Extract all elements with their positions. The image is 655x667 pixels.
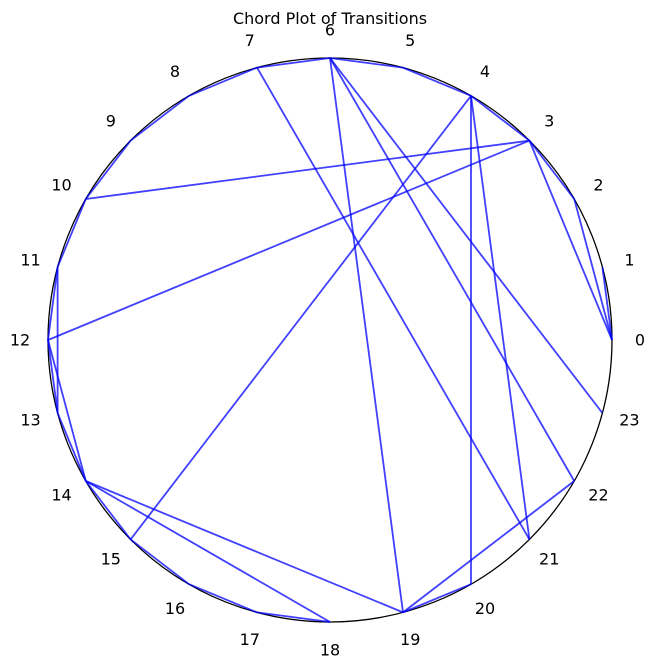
node-label-18: 18 xyxy=(320,641,340,660)
node-label-12: 12 xyxy=(10,331,30,350)
node-label-20: 20 xyxy=(475,599,495,618)
chord-7-8 xyxy=(188,66,258,97)
chord-7-21 xyxy=(256,67,531,540)
chord-0-1 xyxy=(601,266,613,341)
node-label-15: 15 xyxy=(101,550,121,569)
chord-13-14 xyxy=(56,412,87,482)
node-label-10: 10 xyxy=(51,176,71,195)
node-label-1: 1 xyxy=(624,250,634,269)
chord-3-4 xyxy=(470,95,530,142)
chord-19-20 xyxy=(402,583,472,614)
chord-4-21 xyxy=(470,95,531,540)
chord-14-18 xyxy=(85,480,331,623)
node-label-14: 14 xyxy=(51,486,71,505)
chord-16-17 xyxy=(188,583,258,614)
node-label-8: 8 xyxy=(170,62,180,81)
node-label-16: 16 xyxy=(165,599,185,618)
chord-0-3 xyxy=(528,140,613,341)
node-label-6: 6 xyxy=(325,21,335,40)
node-label-19: 19 xyxy=(400,630,420,649)
node-label-9: 9 xyxy=(106,111,116,130)
chord-14-15 xyxy=(85,480,132,540)
chord-15-16 xyxy=(130,538,190,585)
chord-12-14 xyxy=(47,339,87,482)
node-label-11: 11 xyxy=(20,250,40,269)
chord-2-3 xyxy=(528,140,575,200)
node-label-2: 2 xyxy=(593,176,603,195)
node-label-21: 21 xyxy=(539,550,559,569)
chord-12-13 xyxy=(47,339,59,414)
chord-8-9 xyxy=(130,95,190,142)
chord-6-23 xyxy=(329,57,604,414)
chart-title: Chord Plot of Transitions xyxy=(233,9,427,28)
chord-11-12 xyxy=(47,266,59,341)
chord-17-18 xyxy=(256,611,331,623)
chords-group xyxy=(47,57,613,623)
chord-6-22 xyxy=(329,57,575,482)
node-label-7: 7 xyxy=(245,31,255,50)
chord-19-22 xyxy=(402,480,575,614)
chord-3-12 xyxy=(47,139,530,341)
chord-0-2 xyxy=(573,198,613,341)
node-label-0: 0 xyxy=(635,331,645,350)
chord-14-19 xyxy=(85,480,404,614)
chord-9-10 xyxy=(85,140,132,200)
chord-5-6 xyxy=(329,57,404,69)
node-label-3: 3 xyxy=(544,111,554,130)
node-label-13: 13 xyxy=(20,411,40,430)
node-label-17: 17 xyxy=(240,630,260,649)
chord-6-19 xyxy=(329,57,404,613)
chord-3-10 xyxy=(85,139,530,200)
chord-4-15 xyxy=(129,95,472,540)
chord-4-5 xyxy=(402,66,472,97)
node-label-5: 5 xyxy=(405,31,415,50)
node-label-23: 23 xyxy=(619,411,639,430)
chord-10-11 xyxy=(56,198,87,268)
chord-6-7 xyxy=(256,57,331,69)
node-label-22: 22 xyxy=(588,486,608,505)
node-label-4: 4 xyxy=(480,62,490,81)
